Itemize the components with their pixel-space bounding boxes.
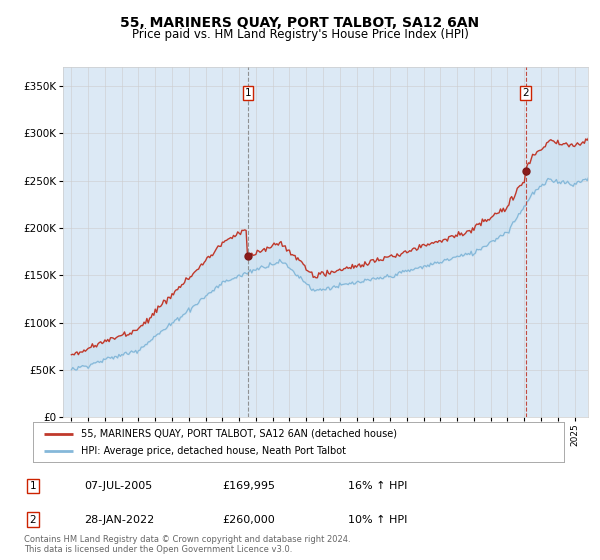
- Text: £260,000: £260,000: [222, 515, 275, 525]
- Text: 1: 1: [245, 88, 251, 98]
- Text: £169,995: £169,995: [222, 481, 275, 491]
- Text: 10% ↑ HPI: 10% ↑ HPI: [348, 515, 407, 525]
- Text: Contains HM Land Registry data © Crown copyright and database right 2024.
This d: Contains HM Land Registry data © Crown c…: [24, 535, 350, 554]
- Text: 55, MARINERS QUAY, PORT TALBOT, SA12 6AN: 55, MARINERS QUAY, PORT TALBOT, SA12 6AN: [121, 16, 479, 30]
- Text: 2: 2: [29, 515, 37, 525]
- Text: HPI: Average price, detached house, Neath Port Talbot: HPI: Average price, detached house, Neat…: [81, 446, 346, 456]
- Text: 55, MARINERS QUAY, PORT TALBOT, SA12 6AN (detached house): 55, MARINERS QUAY, PORT TALBOT, SA12 6AN…: [81, 429, 397, 439]
- Text: 07-JUL-2005: 07-JUL-2005: [84, 481, 152, 491]
- Text: 28-JAN-2022: 28-JAN-2022: [84, 515, 154, 525]
- Text: Price paid vs. HM Land Registry's House Price Index (HPI): Price paid vs. HM Land Registry's House …: [131, 28, 469, 41]
- Text: 1: 1: [29, 481, 37, 491]
- Text: 16% ↑ HPI: 16% ↑ HPI: [348, 481, 407, 491]
- Text: 2: 2: [522, 88, 529, 98]
